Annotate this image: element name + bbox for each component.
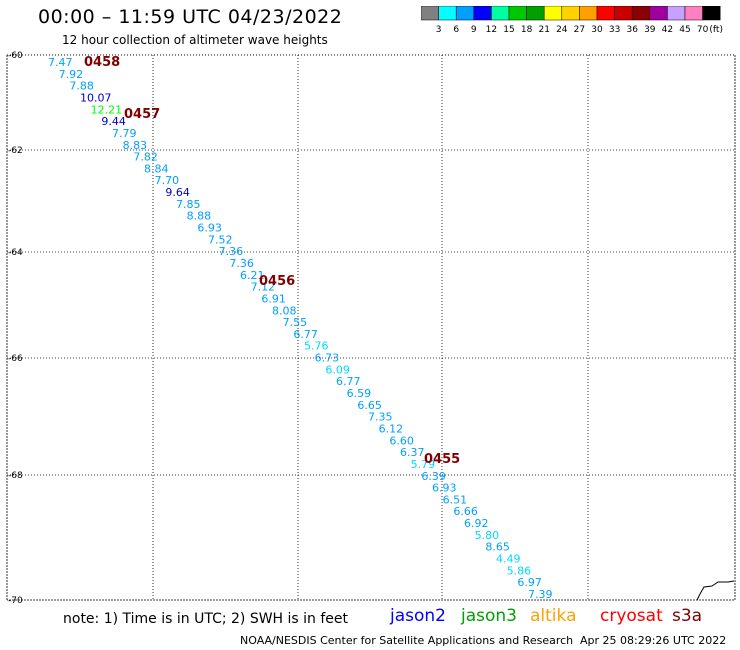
colorbar-tick-label: 15 — [503, 25, 514, 35]
wave-height-point: 10.07 — [80, 91, 112, 104]
wave-height-point: 6.93 — [432, 482, 457, 495]
wave-height-point: 6.09 — [325, 363, 350, 376]
satellite-cryosat-label: cryosat — [600, 606, 663, 626]
satellite-altika-label: altika — [530, 606, 577, 626]
map-subtitle: 12 hour collection of altimeter wave hei… — [62, 33, 328, 47]
wave-height-point: 6.59 — [347, 387, 372, 400]
wave-height-point: 6.39 — [421, 470, 446, 483]
wave-height-point: 6.73 — [315, 352, 340, 365]
wave-height-point: 7.12 — [251, 281, 276, 294]
wave-height-point: 8.65 — [485, 541, 510, 554]
wave-height-point: 8.83 — [123, 139, 147, 152]
wave-height-point: 6.37 — [400, 446, 425, 459]
coastline — [696, 580, 735, 601]
wave-height-point: 12.21 — [91, 103, 123, 116]
wave-height-point: 6.93 — [197, 222, 222, 235]
pass-time-label: 0456 — [259, 274, 295, 289]
wave-height-point: 7.70 — [155, 174, 180, 187]
wave-height-point: 6.92 — [464, 517, 489, 530]
wave-height-point: 5.76 — [304, 340, 329, 353]
wave-height-point: 8.84 — [144, 162, 169, 175]
colorbar-tick-label: 36 — [626, 25, 638, 35]
latitude-label: -60 — [8, 51, 23, 61]
colorbar-tick-label: 9 — [471, 25, 477, 35]
wave-height-point: 5.79 — [411, 458, 436, 471]
wave-height-map: -60-62-64-66-68-70-90-87-84-81-78-757.47… — [6, 51, 736, 605]
wave-height-point: 8.08 — [272, 304, 297, 317]
colorbar-tick-label: 39 — [644, 25, 656, 35]
latitude-label: -66 — [8, 354, 23, 364]
colorbar-tick-label: 6 — [453, 25, 459, 35]
wave-height-point: 7.39 — [528, 588, 553, 601]
colorbar-tick-label: 12 — [486, 25, 497, 35]
wave-height-point: 7.82 — [133, 151, 158, 164]
wave-height-point: 7.85 — [176, 198, 201, 211]
wave-height-point: 7.92 — [59, 68, 84, 81]
wave-height-point: 4.49 — [496, 553, 521, 566]
wave-height-point: 6.65 — [357, 399, 382, 412]
colorbar-swatch — [702, 6, 721, 21]
wave-height-point: 9.64 — [165, 186, 190, 199]
wave-height-point: 7.52 — [208, 233, 233, 246]
pass-time-label: 0455 — [424, 452, 460, 467]
wave-height-point: 6.97 — [517, 576, 542, 589]
latitude-label: -68 — [8, 471, 23, 481]
wave-height-point: 7.36 — [229, 257, 254, 270]
wave-height-point: 7.47 — [48, 56, 73, 69]
generated-timestamp: Apr 25 08:29:26 UTC 2022 — [580, 634, 727, 647]
satellite-jason3-label: jason3 — [461, 606, 517, 626]
wave-height-point: 6.66 — [453, 505, 478, 518]
colorbar-tick-label: 3 — [436, 25, 442, 35]
colorbar-tick-label: 27 — [574, 25, 585, 35]
wave-height-point: 7.36 — [219, 245, 244, 258]
wave-height-point: 9.44 — [101, 115, 126, 128]
wave-height-point: 6.91 — [261, 292, 286, 305]
satellite-jason2-label: jason2 — [390, 606, 446, 626]
wave-height-point: 6.21 — [240, 269, 265, 282]
wave-height-point: 6.51 — [443, 493, 468, 506]
latitude-label: -62 — [8, 146, 23, 156]
wave-height-point: 6.77 — [336, 375, 361, 388]
credit-text: NOAA/NESDIS Center for Satellite Applica… — [240, 634, 574, 647]
colorbar-tick-label: 42 — [662, 25, 673, 35]
satellite-s3a-label: s3a — [672, 606, 703, 626]
colorbar-tick-label: 70 — [697, 25, 709, 35]
wave-height-point: 6.60 — [389, 434, 414, 447]
latitude-label: -70 — [8, 596, 23, 605]
wave-height-colorbar: 3 6 9 12 15 18 21 24 27 30 33 36 39 42 45 70 (ft) — [421, 6, 723, 35]
map-title: 00:00 – 11:59 UTC 04/23/2022 — [38, 6, 343, 28]
pass-time-label: 0457 — [124, 107, 160, 122]
latitude-label: -64 — [8, 248, 23, 258]
wave-height-point: 6.12 — [379, 422, 404, 435]
wave-height-point: 8.88 — [187, 210, 212, 223]
footer-note: note: 1) Time is in UTC; 2) SWH is in fe… — [63, 611, 349, 627]
wave-height-point: 6.77 — [293, 328, 318, 341]
wave-height-point: 5.86 — [507, 564, 531, 577]
wave-height-point: 7.35 — [368, 411, 393, 424]
colorbar-tick-label: 33 — [609, 25, 620, 35]
colorbar-tick-label: 30 — [591, 25, 603, 35]
wave-height-point: 7.88 — [69, 80, 94, 93]
wave-height-point: 5.80 — [475, 529, 500, 542]
wave-height-point: 7.55 — [283, 316, 308, 329]
colorbar-tick-label: 24 — [556, 25, 568, 35]
pass-time-label: 0458 — [84, 55, 120, 70]
colorbar-unit-label: (ft) — [709, 25, 723, 35]
colorbar-tick-label: 45 — [679, 25, 690, 35]
colorbar-tick-label: 18 — [521, 25, 533, 35]
wave-height-point: 7.79 — [112, 127, 137, 140]
colorbar-tick-label: 21 — [538, 25, 549, 35]
